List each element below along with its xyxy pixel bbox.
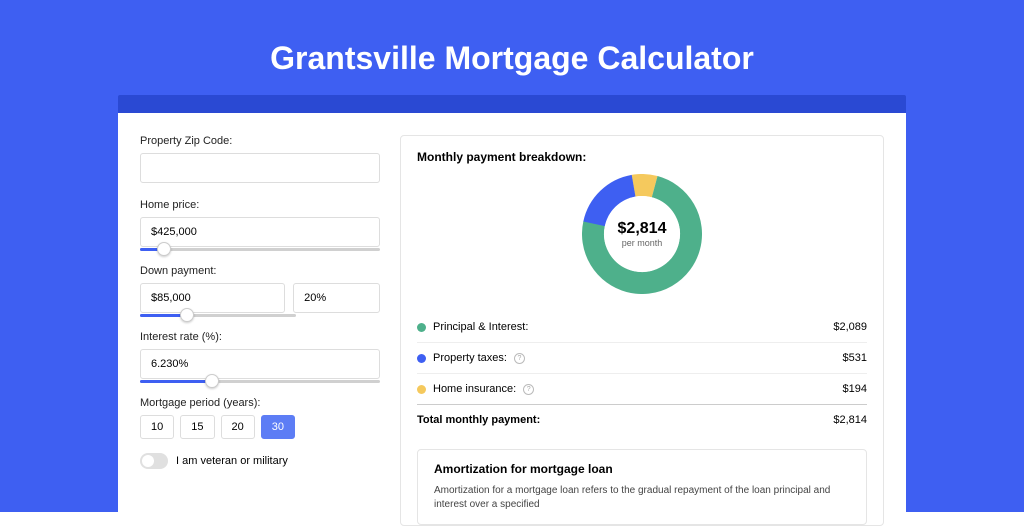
legend-label: Property taxes: <box>433 352 507 364</box>
legend-label: Principal & Interest: <box>433 321 528 333</box>
interest-rate-slider[interactable] <box>140 380 380 383</box>
toggle-knob <box>142 455 154 467</box>
total-label-wrap: Total monthly payment: <box>417 414 540 426</box>
veteran-toggle[interactable] <box>140 453 168 469</box>
inner-header-bar <box>118 95 906 113</box>
amortization-title: Amortization for mortgage loan <box>434 462 850 476</box>
legend-amount: $194 <box>843 383 867 395</box>
zip-input[interactable] <box>140 153 380 183</box>
veteran-label: I am veteran or military <box>176 455 288 467</box>
period-button-10[interactable]: 10 <box>140 415 174 439</box>
mortgage-period-label: Mortgage period (years): <box>140 397 380 409</box>
period-button-row: 1015 2030 <box>140 415 380 439</box>
interest-rate-input[interactable] <box>140 349 380 379</box>
home-price-field: Home price: <box>140 199 380 251</box>
legend-amount: $531 <box>843 352 867 364</box>
amortization-text: Amortization for a mortgage loan refers … <box>434 484 850 512</box>
slider-fill <box>140 380 212 383</box>
interest-rate-field: Interest rate (%): <box>140 331 380 383</box>
legend-amount: $2,089 <box>833 321 867 333</box>
total-label: Total monthly payment: <box>417 414 540 426</box>
interest-rate-label: Interest rate (%): <box>140 331 380 343</box>
donut-amount: $2,814 <box>618 220 667 238</box>
page-title: Grantsville Mortgage Calculator <box>0 40 1024 77</box>
legend-row: Property taxes:? $531 <box>417 342 867 373</box>
home-price-slider[interactable] <box>140 248 380 251</box>
slider-thumb[interactable] <box>205 374 219 388</box>
legend-label: Home insurance: <box>433 383 516 395</box>
legend-left: Property taxes:? <box>417 352 525 364</box>
slider-thumb[interactable] <box>157 242 171 256</box>
form-column: Property Zip Code: Home price: Down paym… <box>140 135 380 526</box>
legend-dot <box>417 385 426 394</box>
donut-center: $2,814 per month <box>604 196 680 272</box>
donut-chart-wrap: $2,814 per month <box>417 174 867 294</box>
page-background: Grantsville Mortgage Calculator Property… <box>0 0 1024 512</box>
home-price-label: Home price: <box>140 199 380 211</box>
veteran-toggle-row: I am veteran or military <box>140 453 380 469</box>
slider-thumb[interactable] <box>180 308 194 322</box>
donut-chart: $2,814 per month <box>582 174 702 294</box>
breakdown-column: Monthly payment breakdown: $2,814 per mo… <box>400 135 884 526</box>
total-row: Total monthly payment: $2,814 <box>417 404 867 435</box>
down-payment-slider[interactable] <box>140 314 296 317</box>
legend-list: Principal & Interest: $2,089 Property taxe… <box>417 312 867 404</box>
down-payment-percent-input[interactable] <box>293 283 380 313</box>
legend-left: Principal & Interest: <box>417 321 528 333</box>
help-icon[interactable]: ? <box>523 384 534 395</box>
down-payment-label: Down payment: <box>140 265 380 277</box>
legend-row: Principal & Interest: $2,089 <box>417 312 867 342</box>
calculator-card: Property Zip Code: Home price: Down paym… <box>118 113 906 526</box>
period-button-20[interactable]: 20 <box>221 415 255 439</box>
down-payment-amount-input[interactable] <box>140 283 285 313</box>
legend-dot <box>417 354 426 363</box>
help-icon[interactable]: ? <box>514 353 525 364</box>
amortization-box: Amortization for mortgage loan Amortizat… <box>417 449 867 525</box>
breakdown-title: Monthly payment breakdown: <box>417 150 867 164</box>
total-amount: $2,814 <box>833 414 867 426</box>
mortgage-period-field: Mortgage period (years): 1015 2030 <box>140 397 380 439</box>
down-payment-row <box>140 283 380 315</box>
period-button-30[interactable]: 30 <box>261 415 295 439</box>
zip-label: Property Zip Code: <box>140 135 380 147</box>
donut-sub: per month <box>622 238 663 248</box>
legend-left: Home insurance:? <box>417 383 534 395</box>
zip-field: Property Zip Code: <box>140 135 380 185</box>
home-price-input[interactable] <box>140 217 380 247</box>
down-payment-field: Down payment: <box>140 265 380 317</box>
legend-dot <box>417 323 426 332</box>
legend-row: Home insurance:? $194 <box>417 373 867 404</box>
period-button-15[interactable]: 15 <box>180 415 214 439</box>
